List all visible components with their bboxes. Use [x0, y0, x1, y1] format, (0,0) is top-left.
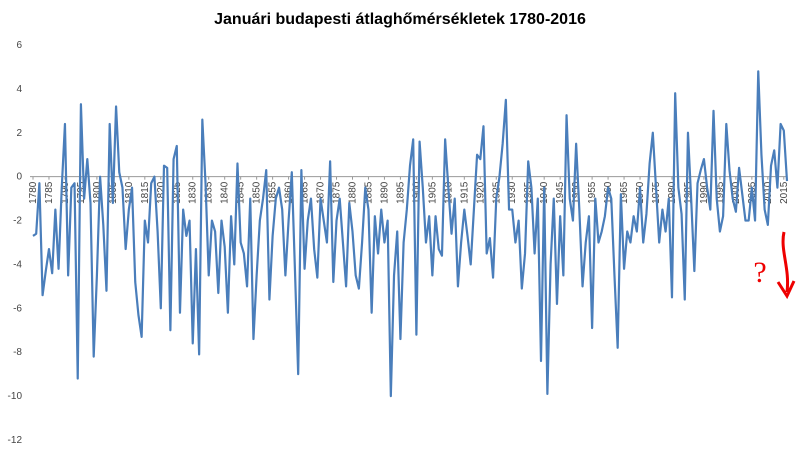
x-tick-label: 1840: [220, 181, 231, 204]
x-tick-label: 1865: [300, 181, 311, 204]
x-tick-label: 1855: [268, 181, 279, 204]
x-tick-label: 1900: [411, 181, 422, 204]
x-tick-label: 2010: [763, 181, 774, 204]
x-tick-label: 1895: [395, 181, 406, 204]
y-tick-label: -4: [13, 259, 22, 270]
x-tick-label: 1795: [76, 181, 87, 204]
y-tick-label: -10: [8, 391, 23, 402]
y-tick-label: -2: [13, 216, 22, 227]
x-tick-label: 1915: [459, 181, 470, 204]
x-tick-label: 1880: [347, 181, 358, 204]
chart-title: Januári budapesti átlaghőmérsékletek 178…: [214, 11, 586, 28]
x-tick-label: 1950: [571, 181, 582, 204]
x-tick-label: 1905: [427, 181, 438, 204]
x-tick-label: 1995: [715, 181, 726, 204]
x-tick-label: 1815: [140, 181, 151, 204]
x-tick-label: 1820: [156, 181, 167, 204]
annotation-arrow: [776, 231, 796, 300]
x-tick-label: 1835: [204, 181, 215, 204]
x-tick-label: 1945: [555, 181, 566, 204]
y-tick-label: 2: [16, 128, 22, 139]
x-tick-label: 2015: [779, 181, 790, 204]
x-tick-label: 1810: [124, 181, 135, 204]
y-tick-label: -12: [8, 435, 23, 446]
x-tick-label: 1785: [44, 181, 55, 204]
y-tick-label: 6: [16, 40, 22, 51]
y-tick-label: -8: [13, 347, 22, 358]
data-line: [32, 70, 789, 398]
x-tick-label: 1800: [92, 181, 103, 204]
x-tick-label: 1830: [188, 181, 199, 204]
x-tick-label: 1870: [316, 181, 327, 204]
x-tick-label: 1955: [587, 181, 598, 204]
x-tick-label: 1885: [363, 181, 374, 204]
y-tick-label: 0: [16, 172, 22, 183]
x-tick-label: 1920: [475, 181, 486, 204]
x-tick-label: 1965: [619, 181, 630, 204]
x-tick-label: 1850: [252, 181, 263, 204]
y-tick-label: 4: [16, 84, 22, 95]
x-tick-label: 1845: [236, 181, 247, 204]
x-tick-label: 1985: [683, 181, 694, 204]
x-tick-label: 1930: [507, 181, 518, 204]
x-tick-label: 1875: [332, 181, 343, 204]
y-tick-label: -6: [13, 303, 22, 314]
x-tick-label: 1860: [284, 181, 295, 204]
annotation: ?: [753, 256, 766, 289]
x-tick-label: 1935: [523, 181, 534, 204]
x-tick-label: 1980: [667, 181, 678, 204]
x-tick-label: 1780: [28, 181, 39, 204]
x-tick-label: 1890: [379, 181, 390, 204]
x-tick-label: 1990: [699, 181, 710, 204]
